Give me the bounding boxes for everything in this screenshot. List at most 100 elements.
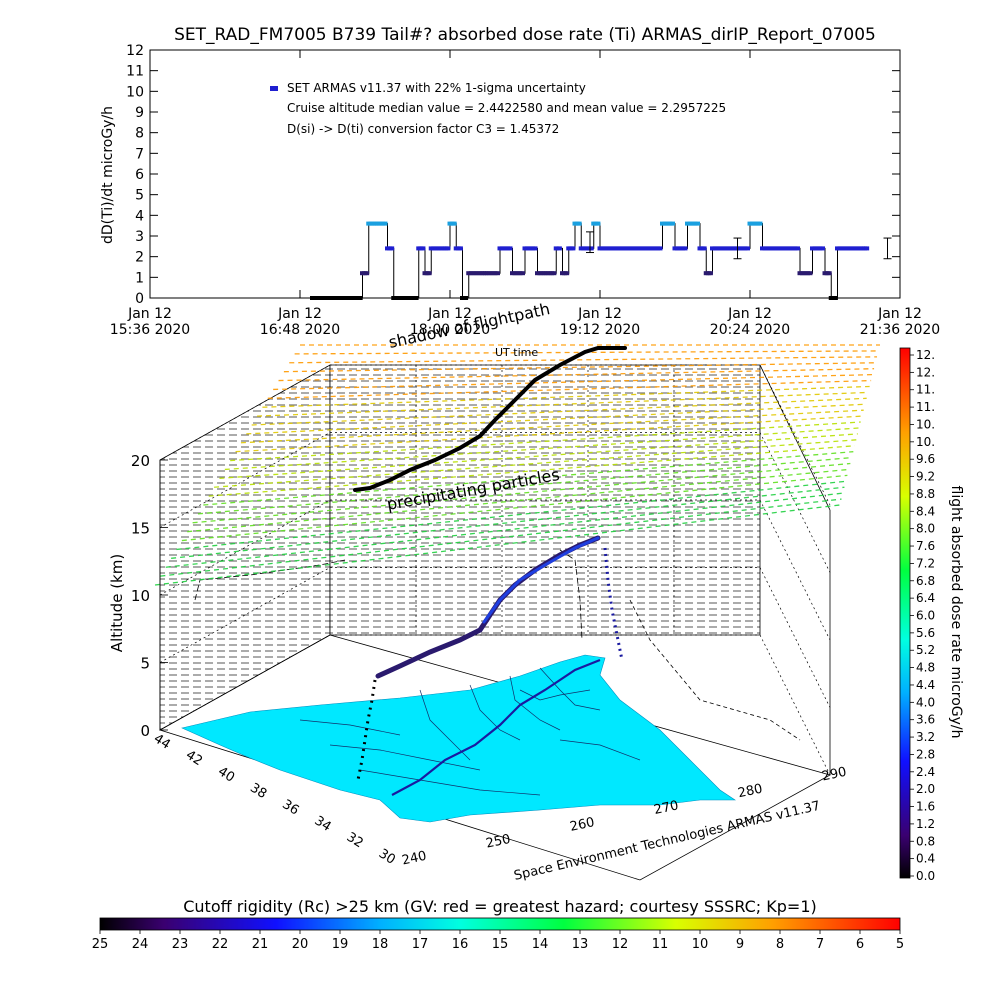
- dose-colorbar-tick-label: 6.4: [916, 591, 935, 605]
- dose-colorbar-tick-label: 1.6: [916, 800, 935, 814]
- wall-grid-line-right: [759, 567, 831, 708]
- cutoff-colorbar-tick-label: 9: [736, 937, 744, 952]
- y-tick-label: 10: [126, 84, 144, 100]
- data-point: [695, 221, 700, 226]
- ground-map: [181, 654, 736, 823]
- data-point: [389, 246, 395, 251]
- data-point: [795, 246, 800, 251]
- altitude-label: Altitude (km): [108, 554, 126, 652]
- dose-colorbar-tick-label: 7.6: [916, 539, 935, 553]
- precipitating-particle-row: [176, 480, 846, 551]
- climb-dots: [356, 679, 377, 781]
- y-tick-label: 11: [126, 64, 144, 80]
- dose-colorbar-tick-label: 10.: [916, 435, 935, 449]
- data-point: [357, 296, 363, 300]
- data-point: [570, 246, 576, 251]
- x-tick-label-time: 15:36 2020: [110, 322, 190, 338]
- wall-projection-right-2: [629, 599, 801, 741]
- precipitating-particle-row: [246, 403, 866, 435]
- data-point: [460, 296, 465, 300]
- wall-grid-line-right: [759, 499, 831, 641]
- dose-colorbar-tick-label: 4.8: [916, 661, 935, 675]
- data-point: [400, 296, 406, 300]
- precipitating-particle-row: [154, 504, 841, 586]
- dose-colorbar-tick-label: 12.: [916, 348, 935, 362]
- legend-line-3: D(si) -> D(ti) conversion factor C3 = 1.…: [287, 122, 559, 136]
- cutoff-colorbar-tick-label: 21: [252, 937, 269, 952]
- data-point: [553, 246, 559, 251]
- precipitating-particle-row: [208, 445, 855, 497]
- cutoff-colorbar-tick-label: 8: [776, 937, 784, 952]
- y-tick-label: 3: [135, 229, 144, 245]
- wall-projection-left: [194, 559, 346, 601]
- dose-colorbar-tick-label: 8.8: [916, 487, 935, 501]
- x-tick-label-date: Jan 12: [577, 306, 622, 322]
- dose-colorbar-tick-label: 6.0: [916, 609, 935, 623]
- data-point: [807, 271, 813, 276]
- latitude-tick-label: 42: [183, 748, 205, 769]
- precipitating-particle-row: [224, 427, 860, 471]
- x-tick-label-time: 21:36 2020: [860, 322, 940, 338]
- altitude-tick-label: 20: [131, 452, 150, 470]
- precipitating-particle-row: [267, 379, 872, 399]
- y-tick-label: 6: [135, 167, 144, 183]
- cutoff-colorbar-fill: [99, 917, 901, 931]
- precipitating-particle-row: [160, 498, 842, 577]
- back-right-edge: [759, 364, 831, 511]
- dose-colorbar-tick-label: 12.: [916, 365, 935, 379]
- data-point: [364, 271, 370, 276]
- dose-colorbar-tick-label: 11.: [916, 383, 935, 397]
- cutoff-colorbar-tick-label: 5: [896, 937, 904, 952]
- data-point: [426, 271, 432, 276]
- data-point: [757, 221, 763, 226]
- precipitating-particle-row: [197, 456, 852, 515]
- dose-colorbar-fill: [899, 347, 911, 879]
- data-point: [551, 271, 557, 276]
- cutoff-colorbar-tick-label: 6: [856, 937, 864, 952]
- data-point: [670, 221, 675, 226]
- dose-colorbar-tick-label: 2.0: [916, 782, 935, 796]
- precipitating-particle-row: [262, 385, 870, 408]
- data-point: [408, 296, 414, 300]
- cutoff-colorbar-tick-label: 12: [612, 937, 629, 952]
- precipitating-particle-row: [240, 409, 864, 444]
- x-tick-label-time: 19:12 2020: [560, 322, 640, 338]
- x-tick-label-date: Jan 12: [877, 306, 922, 322]
- ground-track: [391, 658, 601, 796]
- wall-grid-line-right: [759, 634, 831, 776]
- legend-line-1: SET ARMAS v11.37 with 22% 1-sigma uncert…: [287, 81, 586, 95]
- latitude-tick-label: 32: [344, 830, 366, 851]
- y-tick-label: 1: [135, 270, 144, 286]
- longitude-tick-label: 280: [737, 781, 764, 801]
- longitude-tick-label: 270: [653, 798, 680, 818]
- latitude-tick-label: 38: [247, 781, 269, 802]
- dose-colorbar-tick-label: 2.8: [916, 747, 935, 761]
- data-point: [826, 271, 832, 276]
- y-tick-label: 8: [135, 126, 144, 142]
- dose-colorbar-tick-label: 5.2: [916, 643, 935, 657]
- x-tick-label-date: Jan 12: [727, 306, 772, 322]
- y-tick-label: 0: [135, 291, 144, 307]
- x-tick-label-date: Jan 12: [427, 306, 472, 322]
- y-tick-label: 2: [135, 250, 144, 266]
- precipitating-particle-row: [257, 391, 869, 417]
- flight-3d-plot: 0 5 10 15 20 44 42 40 38 36 34 32 30 240 250 260 270 28…: [108, 299, 880, 884]
- dose-colorbar-tick-label: 7.2: [916, 556, 935, 570]
- precipitating-particle-row: [219, 433, 858, 479]
- dose-colorbar-tick-label: 8.0: [916, 522, 935, 536]
- ut-time-label: UT time: [495, 346, 538, 359]
- x-tick-label-date: Jan 12: [127, 306, 172, 322]
- cutoff-colorbar-title: Cutoff rigidity (Rc) >25 km (GV: red = g…: [183, 897, 817, 916]
- data-point: [382, 221, 388, 226]
- dose-colorbar-tick-label: 3.6: [916, 713, 935, 727]
- precipitating-particle-row: [203, 451, 854, 506]
- data-point: [495, 271, 500, 276]
- wall-grid-line-right: [759, 432, 831, 573]
- dose-colorbar-tick-label: 8.4: [916, 504, 935, 518]
- data-point: [402, 296, 408, 300]
- longitude-tick-label: 250: [485, 832, 512, 852]
- precipitating-particle-row: [230, 421, 861, 462]
- longitude-axis: 240 250 260 270 280 290: [401, 765, 848, 869]
